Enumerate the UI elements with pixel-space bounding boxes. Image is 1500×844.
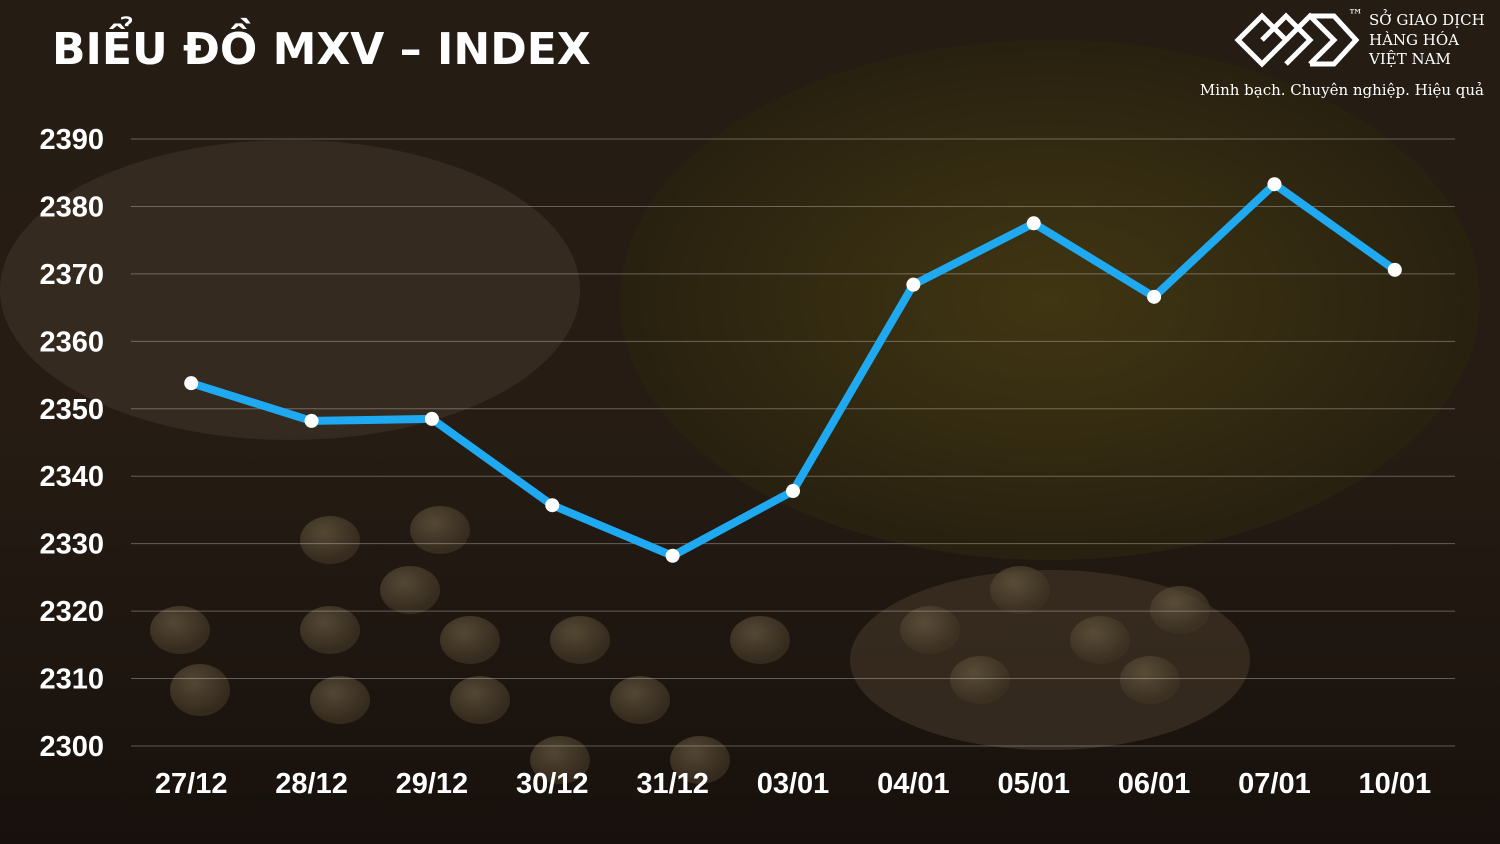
marker (1147, 289, 1162, 304)
x-tick-label: 04/01 (877, 768, 950, 800)
y-tick-label: 2350 (39, 394, 104, 426)
marker (184, 376, 199, 391)
marker (1267, 177, 1282, 192)
marker (665, 548, 680, 563)
logo-line: SỞ GIAO DỊCH (1369, 9, 1485, 29)
y-tick-label: 2340 (39, 461, 104, 493)
x-tick-label: 31/12 (636, 768, 709, 800)
marker (786, 484, 800, 499)
logo-slogan: Minh bạch. Chuyên nghiệp. Hiệu quả (1200, 81, 1484, 99)
x-tick-label: 07/01 (1238, 768, 1311, 800)
y-tick-label: 2330 (39, 529, 104, 561)
y-tick-label: 2380 (39, 191, 104, 223)
y-tick-label: 2310 (39, 664, 104, 696)
x-tick-label: 30/12 (516, 768, 589, 800)
y-tick-label: 2390 (39, 124, 104, 156)
marker (1026, 216, 1041, 231)
x-tick-label: 27/12 (155, 768, 228, 800)
chart-title: BIỂU ĐỒ MXV – INDEX (52, 15, 591, 75)
y-tick-label: 2360 (39, 326, 104, 358)
marker (304, 413, 319, 428)
y-tick-label: 2370 (39, 259, 104, 291)
marker (1387, 262, 1402, 277)
x-tick-label: 05/01 (997, 768, 1070, 800)
logo-trademark: ™ (1348, 6, 1363, 24)
marker (545, 498, 560, 513)
x-tick-label: 10/01 (1359, 768, 1432, 800)
x-tick-label: 29/12 (396, 768, 469, 800)
x-tick-label: 28/12 (275, 768, 348, 800)
logo-mark (1234, 12, 1360, 68)
marker (424, 411, 439, 426)
y-tick-label: 2300 (39, 731, 104, 763)
logo-line: HÀNG HÓA (1369, 31, 1459, 49)
x-tick-label: 03/01 (757, 768, 830, 800)
logo: ™ SỞ GIAO DỊCH HÀNG HÓA VIỆT NAM Minh bạ… (1200, 6, 1485, 99)
marker (906, 277, 921, 292)
y-tick-label: 2320 (39, 596, 104, 628)
logo-line: VIỆT NAM (1368, 50, 1451, 68)
x-tick-label: 06/01 (1118, 768, 1191, 800)
